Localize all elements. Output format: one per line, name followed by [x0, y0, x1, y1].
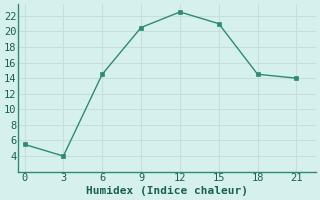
- X-axis label: Humidex (Indice chaleur): Humidex (Indice chaleur): [86, 186, 248, 196]
